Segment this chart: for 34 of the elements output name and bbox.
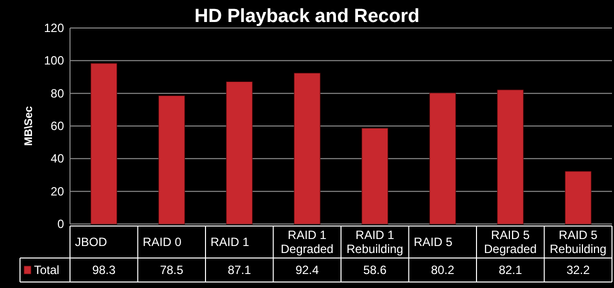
y-tick-label: 100 (44, 54, 64, 68)
y-tick-label: 60 (50, 119, 64, 133)
data-label: 87.1 (228, 263, 252, 277)
data-label: 80.2 (430, 263, 455, 277)
chart-title: HD Playback and Record (194, 6, 420, 27)
bar (158, 96, 185, 224)
bar (294, 72, 320, 224)
y-tick-label: 0 (57, 217, 64, 231)
y-tick-label: 40 (50, 152, 64, 166)
bar (564, 171, 592, 224)
y-tick-label: 120 (44, 21, 64, 35)
data-label: 78.5 (160, 263, 184, 277)
data-label: 98.3 (92, 263, 116, 277)
bar (429, 92, 456, 224)
x-tick-label: RAID 0 (142, 235, 182, 249)
data-label: 58.6 (363, 263, 387, 277)
x-tick-label: RAID 5 Rebuilding (550, 228, 606, 256)
bar (226, 81, 253, 224)
data-label: 92.4 (295, 263, 320, 277)
y-tick-label: 80 (50, 86, 64, 100)
y-tick-label: 20 (50, 184, 64, 198)
x-tick-label: JBOD (75, 235, 108, 249)
x-tick-label: RAID 1 (210, 235, 250, 249)
data-label: 82.1 (498, 263, 522, 277)
data-label: 32.2 (566, 263, 590, 277)
x-tick-label: RAID 1 Degraded (280, 228, 334, 256)
legend-label: Total (34, 263, 60, 277)
bar (362, 128, 388, 224)
x-tick-label: RAID 1 Rebuilding (346, 228, 404, 256)
x-tick-label: RAID 5 Degraded (484, 228, 537, 256)
bar (497, 90, 524, 224)
y-axis-title: MB\Sec (23, 106, 35, 146)
x-tick-label: RAID 5 (414, 235, 453, 249)
bar (90, 63, 118, 224)
